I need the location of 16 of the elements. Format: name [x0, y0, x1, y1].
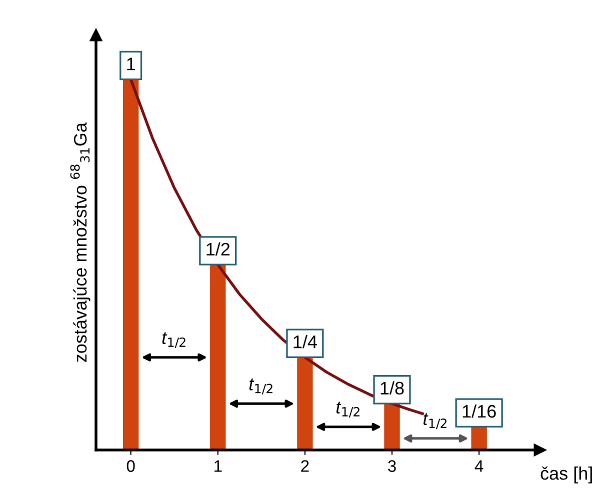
annotation: t$_{1/2}$ [424, 413, 447, 430]
annotation: t$_{1/2}$ [249, 378, 272, 394]
x-tick-label: 1 [214, 460, 222, 472]
data-label: 1/16 [462, 404, 496, 418]
x-axis-title: čas [h] [540, 466, 592, 484]
data-label: 1/2 [206, 242, 230, 256]
annotation: t$_{1/2}$ [336, 402, 360, 418]
x-tick-label: 2 [301, 460, 309, 472]
x-tick-label: 4 [474, 460, 484, 472]
data-label: 1 [127, 58, 135, 70]
data-label: 1/4 [294, 334, 317, 348]
y-axis-title: zostávajúce množstvo $^{68}$$_{31}$Ga [70, 122, 90, 362]
x-tick-label: 3 [388, 460, 396, 472]
annotation: t$_{1/2}$ [162, 332, 186, 348]
data-label: 1/8 [380, 381, 404, 395]
x-tick-label: 0 [126, 460, 135, 472]
